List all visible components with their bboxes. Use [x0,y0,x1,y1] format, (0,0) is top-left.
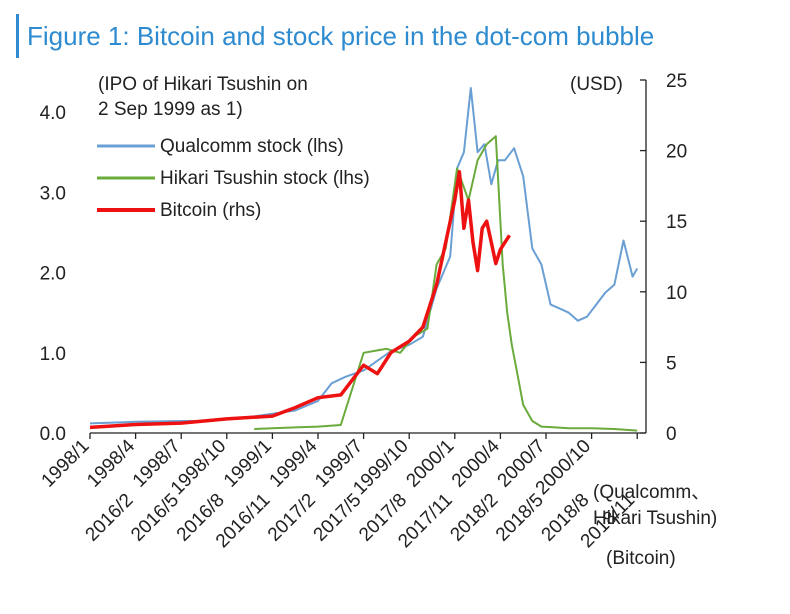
left-tick-label: 0.0 [40,424,66,445]
right-tick-label: 0 [666,424,677,445]
x-tick-label-bitcoin: 2018/2 [446,490,502,546]
left-tick-label: 4.0 [40,103,66,124]
legend-label-2: Bitcoin (rhs) [160,200,261,221]
left-axis-note-line-1: (IPO of Hikari Tsushin on [98,74,308,95]
right-axis-unit: (USD) [570,74,623,95]
right-tick-label: 20 [666,142,687,163]
x-tick-label-bitcoin: 2017/5 [310,490,366,546]
left-axis-note-line-2: 2 Sep 1999 as 1) [98,99,243,120]
right-tick-label: 15 [666,212,687,233]
left-tick-label: 1.0 [40,344,66,365]
right-tick-label: 10 [666,283,687,304]
legend-label-0: Qualcomm stock (lhs) [160,136,344,157]
x-tick-label-bitcoin: 2016/5 [127,490,183,546]
chart-legend: Qualcomm stock (lhs) Hikari Tsushin stock… [97,136,370,221]
x-tick-label-stock: 2000/4 [448,435,504,491]
series-layer [89,87,639,432]
left-tick-label: 2.0 [40,264,66,285]
x-note-qualcomm-hikari-line-1: (Qualcomm、 [593,482,710,503]
x-tick-label-stock: 1998/4 [83,435,139,491]
right-tick-label: 5 [666,353,677,374]
x-tick-label-stock: 1999/4 [266,435,322,491]
left-tick-label: 3.0 [40,183,66,204]
x-tick-label-bitcoin: 2018/5 [492,490,548,546]
legend-label-1: Hikari Tsushin stock (lhs) [160,168,370,189]
series-line-2 [89,170,511,430]
x-note-qualcomm-hikari-line-2: Hikari Tsushin) [593,508,717,529]
x-tick-label-stock: 1999/1 [220,436,276,492]
x-tick-label-bitcoin: 2016/2 [82,490,138,546]
figure-title: Figure 1: Bitcoin and stock price in the… [16,14,776,58]
right-tick-label: 25 [666,71,687,92]
x-tick-label-bitcoin: 2017/2 [264,490,320,546]
x-tick-label-stock: 2000/1 [402,436,458,492]
x-note-bitcoin: (Bitcoin) [606,548,676,569]
